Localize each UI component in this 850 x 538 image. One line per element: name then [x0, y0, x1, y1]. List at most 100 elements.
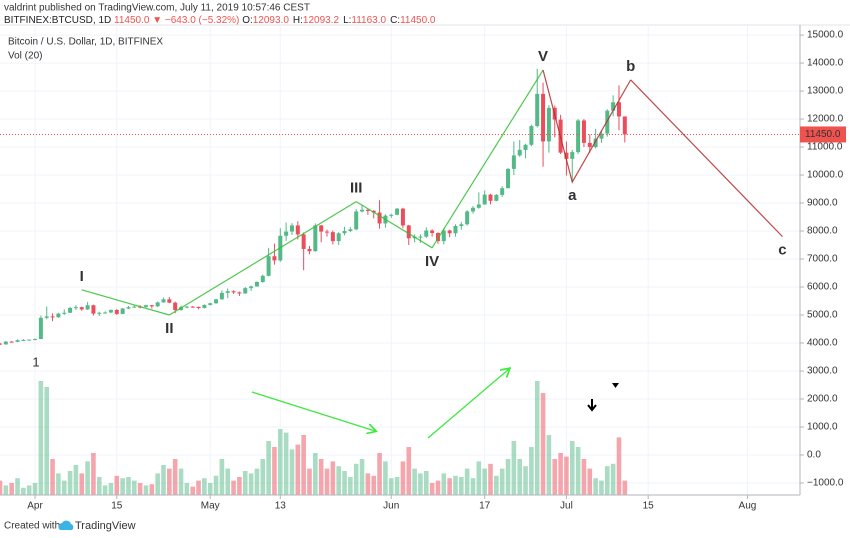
candle-body [284, 231, 289, 236]
trend-arrow [427, 369, 509, 439]
volume-label: Vol (20) [8, 51, 42, 62]
wave-line [431, 69, 544, 249]
ohlc-value: 12093.0 [253, 15, 290, 26]
y-tick-label: 6000.0 [807, 282, 838, 293]
volume-bar [32, 483, 38, 495]
ohlc-label: L: [343, 15, 351, 26]
volume-bar [447, 478, 452, 495]
volume-bar [383, 461, 388, 495]
candle-body [605, 110, 610, 134]
candle-body [342, 231, 347, 234]
volume-bar [283, 432, 289, 495]
candle-body [529, 126, 534, 145]
candle-body [506, 168, 511, 189]
x-tick-label: Apr [27, 501, 43, 512]
candle-body [289, 225, 294, 232]
volume-bar [604, 466, 610, 495]
volume-bar [96, 477, 102, 495]
ohlc-value: 12093.2 [303, 15, 340, 26]
wave-label: b [626, 58, 635, 75]
candle-body [459, 224, 464, 226]
candle-body [360, 209, 365, 212]
ohlc-label: O: [242, 15, 253, 26]
wave-line [571, 79, 632, 183]
footer-text: Created with [4, 521, 60, 532]
candle-body [622, 116, 627, 135]
volume-bar [348, 477, 353, 495]
candle-body [546, 107, 551, 142]
candle-body [301, 234, 306, 249]
candle-body [91, 305, 96, 314]
volume-bar [534, 381, 540, 495]
header-line: valdrint published on TradingView.com, J… [4, 3, 310, 14]
volume-bar [21, 487, 26, 495]
logo-icon [58, 520, 74, 530]
volume-bar [242, 471, 248, 495]
volume-bar [9, 483, 14, 495]
candle-body [453, 225, 458, 234]
volume-bar [178, 468, 184, 495]
candle-body [97, 312, 102, 314]
candle-body [488, 194, 493, 201]
candle-body [564, 152, 569, 159]
ohlc-label: H: [293, 15, 303, 26]
candle-body [214, 299, 219, 304]
volume-bar [108, 483, 114, 495]
volume-bar [149, 484, 155, 495]
x-tick-label: 13 [275, 501, 287, 512]
volume-bar [418, 473, 423, 495]
marker [612, 383, 619, 388]
candle-body [68, 308, 73, 313]
volume-bar [26, 485, 32, 495]
candle-body [272, 256, 277, 261]
volume-bar [412, 468, 417, 495]
volume-bar [569, 441, 575, 495]
candle-body [167, 299, 172, 303]
volume-bar [470, 478, 476, 495]
volume-bar [61, 480, 67, 495]
candle-body [260, 275, 265, 282]
candle-body [173, 302, 178, 310]
volume-bar [558, 453, 563, 495]
candle-body [56, 313, 61, 318]
price: 11450.0 [114, 15, 150, 26]
wave-label: V [538, 48, 548, 65]
candle-body [295, 225, 300, 235]
wave-line [169, 201, 357, 316]
last-price-label: 11450.0 [805, 129, 841, 140]
candle-body [21, 339, 26, 341]
candle-body [79, 307, 84, 310]
wave-label: I [80, 268, 84, 285]
volume-bar [459, 477, 464, 495]
volume-bar [155, 473, 160, 495]
candle-body [231, 291, 236, 293]
y-tick-label: 0.0 [807, 450, 821, 461]
volume-bar [406, 447, 412, 495]
volume-bar [435, 480, 441, 495]
candle-body [208, 303, 213, 305]
ohlc: O:12093.0 H:12093.2 L:11163.0 C:11450.0 [242, 15, 436, 26]
candle-body [470, 207, 475, 212]
x-tick-label: Aug [739, 501, 757, 512]
volume-bar [277, 429, 283, 495]
volume-bar [120, 478, 125, 495]
volume-bar [38, 381, 44, 495]
volume-bar [377, 453, 382, 495]
volume-bar [91, 453, 96, 495]
volume-bar [67, 471, 73, 495]
y-tick-label: 13000.0 [807, 86, 844, 97]
volume-bar [336, 466, 341, 495]
candle-body [441, 230, 446, 242]
volume-bar [441, 473, 447, 495]
candle-body [114, 309, 119, 314]
volume-bar [564, 456, 569, 495]
volume-bar [137, 483, 143, 495]
volume-bar [301, 435, 306, 495]
candle-body [476, 204, 481, 208]
y-tick-label: 14000.0 [807, 58, 844, 69]
volume-bar [610, 463, 616, 495]
candle-body [616, 102, 621, 117]
y-tick-label: 7000.0 [807, 254, 838, 265]
volume-bar [482, 468, 487, 495]
